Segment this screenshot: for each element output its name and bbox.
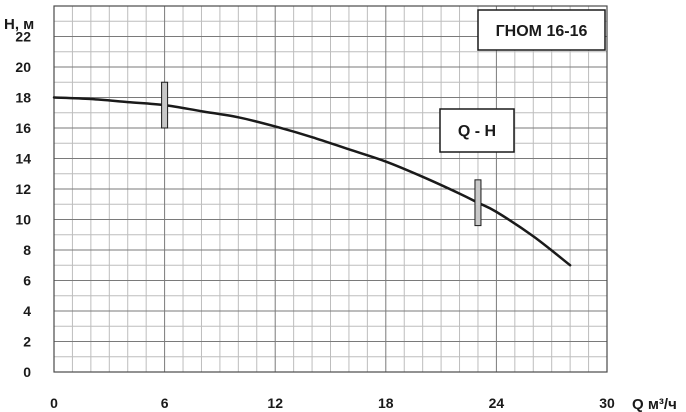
x-tick-label: 12: [267, 395, 283, 411]
x-tick-label: 30: [599, 395, 615, 411]
y-axis-label: Н, м: [4, 16, 34, 33]
range-marker: [161, 81, 169, 129]
x-tick-labels: 0 6 12 18 24 30: [50, 395, 615, 411]
y-tick-labels: 0 2 4 6 8 10 12 14 16 18 20 22: [15, 29, 31, 381]
y-tick-label: 4: [23, 303, 31, 319]
range-marker: [474, 179, 482, 227]
y-tick-label: 10: [15, 212, 31, 228]
y-tick-label: 8: [23, 242, 31, 258]
series-label: Q - H: [458, 123, 496, 140]
chart-title: ГНОМ 16-16: [496, 23, 588, 40]
axes: [53, 5, 608, 373]
x-tick-label: 24: [489, 395, 505, 411]
y-tick-label: 2: [23, 334, 31, 350]
x-tick-label: 18: [378, 395, 394, 411]
y-tick-label: 12: [15, 181, 31, 197]
y-tick-label: 18: [15, 90, 31, 106]
series-layer: [52, 96, 572, 267]
y-tick-label: 0: [23, 364, 31, 380]
marker-layer: [161, 81, 482, 227]
x-tick-label: 6: [161, 395, 169, 411]
series-label-box: Q - H: [439, 108, 515, 153]
plot-frame: [53, 5, 608, 373]
y-tick-label: 6: [23, 273, 31, 289]
x-tick-label: 0: [50, 395, 58, 411]
y-tick-label: 14: [15, 151, 31, 167]
y-tick-label: 20: [15, 59, 31, 75]
y-tick-label: 22: [15, 29, 31, 45]
qh-curve: [52, 96, 572, 267]
x-axis-label: Q м³/ч: [632, 396, 677, 412]
y-tick-label: 16: [15, 120, 31, 136]
title-box: ГНОМ 16-16: [477, 9, 606, 51]
